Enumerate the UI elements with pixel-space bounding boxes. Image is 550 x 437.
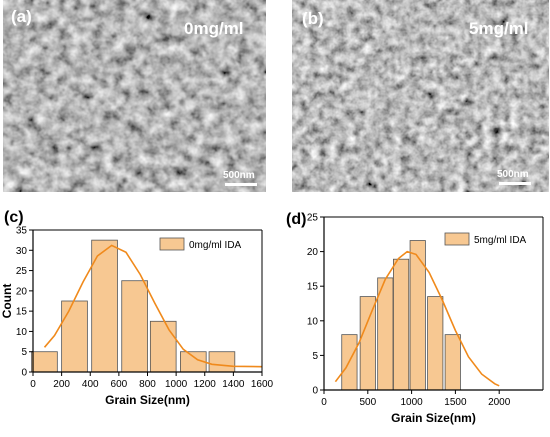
- sem-micrograph-b: (b) 5mg/ml 500nm: [292, 0, 549, 192]
- legend-swatch: [159, 237, 185, 251]
- x-tick-label: 200: [53, 379, 70, 390]
- x-tick-label: 2000: [488, 397, 511, 408]
- fit-curve-line: [334, 250, 500, 387]
- y-tick-label: 10: [16, 327, 28, 338]
- x-tick-label: 1400: [222, 379, 245, 390]
- y-tick-label: 0: [21, 368, 27, 379]
- histogram-bar: [31, 351, 58, 373]
- x-tick-label: 400: [82, 379, 99, 390]
- histogram-bar: [444, 334, 461, 391]
- panel-label-c: (c): [4, 209, 24, 226]
- x-tick-label: 600: [111, 379, 128, 390]
- y-tick-label: 30: [16, 246, 28, 257]
- histogram-bar: [427, 296, 444, 391]
- y-tick-label: 10: [307, 316, 319, 327]
- x-tick-label: 1000: [165, 379, 188, 390]
- scale-bar-label-b: 500nm: [497, 169, 529, 180]
- legend-label: 0mg/ml IDA: [189, 240, 242, 251]
- sem-micrograph-a: (a) 0mg/ml 500nm: [3, 0, 266, 192]
- sem-image-b: (b) 5mg/ml 500nm: [292, 0, 549, 192]
- histogram-bar: [393, 258, 410, 391]
- x-tick-label: 800: [139, 379, 156, 390]
- x-tick-label: 1200: [194, 379, 217, 390]
- y-tick-label: 35: [16, 226, 28, 237]
- x-tick-label: 500: [359, 397, 376, 408]
- fit-curve-line: [43, 244, 263, 368]
- legend-swatch: [444, 232, 470, 246]
- legend-label: 5mg/ml IDA: [474, 235, 527, 246]
- histogram-c: (c) 0 200 400 600 800 1000 1200 1400 1600 0 5 10 15 20…: [0, 200, 275, 432]
- y-tick-label: 0: [312, 386, 318, 397]
- x-tick-label: 1600: [251, 379, 274, 390]
- sem-image-a: (a) 0mg/ml 500nm: [3, 0, 266, 192]
- histogram-bar: [61, 300, 88, 373]
- histogram-bar: [377, 277, 394, 391]
- scale-bar-b: [499, 182, 531, 185]
- histogram-bar: [149, 320, 177, 373]
- y-tick-label: 25: [307, 213, 319, 224]
- y-tick-label: 15: [307, 282, 319, 293]
- panel-label-d: (d): [286, 211, 306, 228]
- y-tick-label: 20: [16, 286, 28, 297]
- histogram-d: (d) 0 500 1000 1500 2000 0 5 10 15 20 25 Grain Size(…: [278, 200, 550, 432]
- histogram-bar: [91, 239, 118, 373]
- x-axis-title: Grain Size(nm): [105, 393, 190, 407]
- scale-bar-label-a: 500nm: [223, 170, 255, 181]
- histogram-bar: [208, 351, 236, 373]
- x-tick-label: 1000: [400, 397, 423, 408]
- x-tick-label: 1500: [444, 397, 467, 408]
- histogram-bar: [121, 280, 148, 373]
- y-tick-label: 5: [312, 351, 318, 362]
- concentration-label-a: 0mg/ml: [184, 19, 244, 38]
- x-axis-title: Grain Size(nm): [391, 411, 476, 425]
- x-tick-label: 0: [321, 397, 327, 408]
- histogram-d-svg: (d) 0 500 1000 1500 2000 0 5 10 15 20 25 Grain Size(…: [286, 211, 544, 425]
- y-axis-title: Count: [0, 284, 14, 319]
- y-tick-label: 15: [16, 307, 28, 318]
- histogram-c-svg: (c) 0 200 400 600 800 1000 1200 1400 1600 0 5 10 15 20…: [0, 209, 274, 407]
- panel-label-b: (b): [302, 9, 324, 28]
- scale-bar-a: [225, 183, 257, 186]
- histogram-bar: [359, 296, 376, 391]
- y-tick-label: 5: [21, 347, 27, 358]
- panel-label-a: (a): [11, 7, 32, 26]
- y-tick-label: 25: [16, 266, 28, 277]
- x-tick-label: 0: [30, 379, 36, 390]
- concentration-label-b: 5mg/ml: [469, 19, 529, 38]
- y-tick-label: 20: [307, 247, 319, 258]
